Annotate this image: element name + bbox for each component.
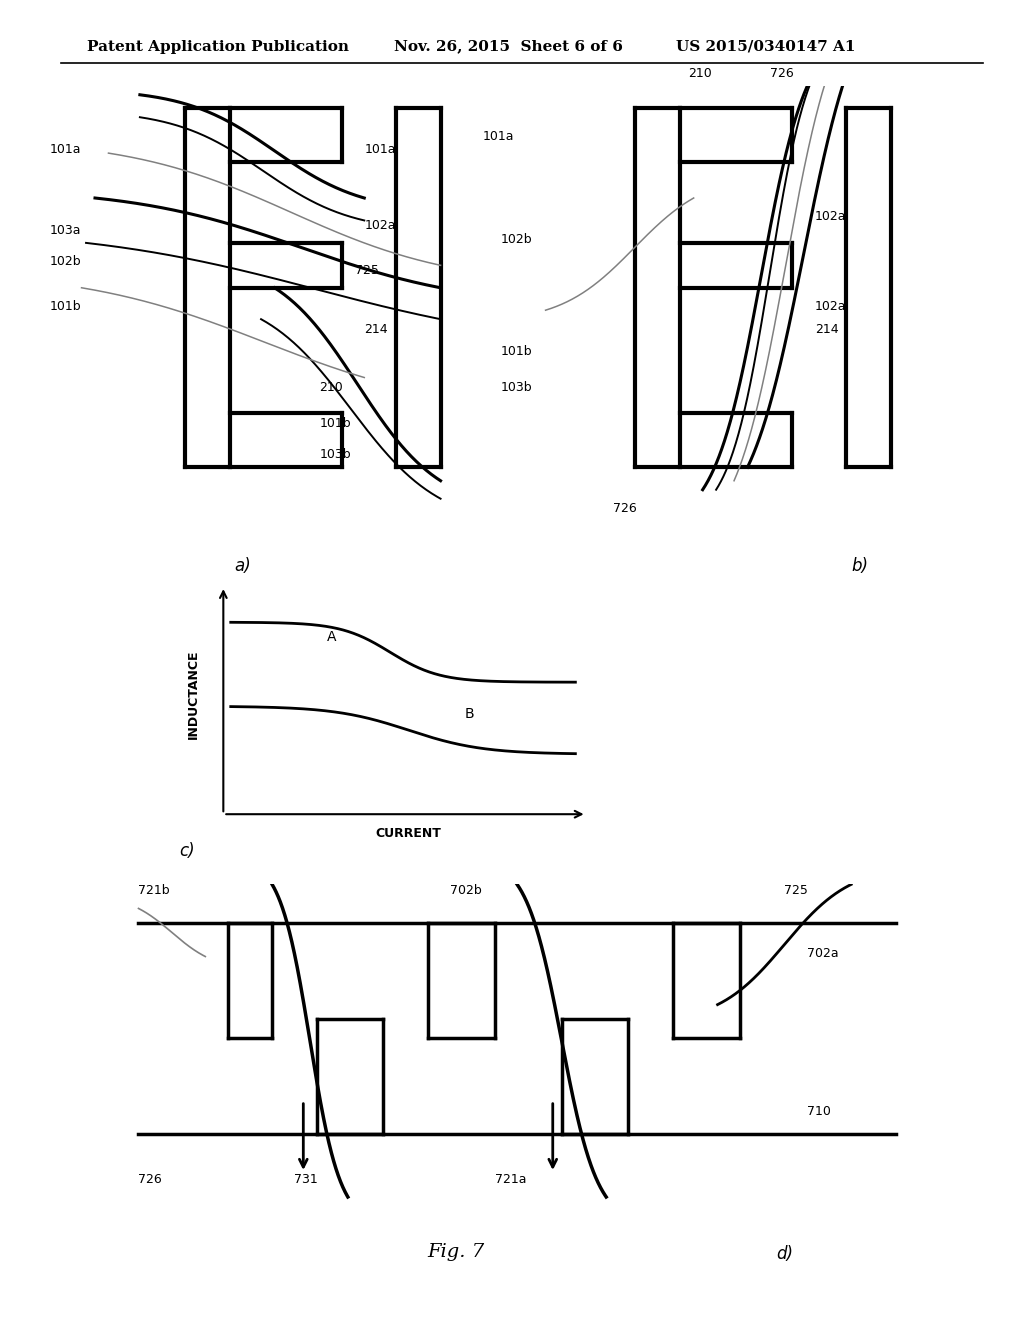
Text: A: A — [327, 631, 337, 644]
Text: 725: 725 — [784, 884, 808, 898]
Text: 210: 210 — [319, 381, 343, 393]
Text: 726: 726 — [138, 1172, 162, 1185]
Text: 102a: 102a — [365, 219, 396, 232]
Text: b): b) — [851, 557, 868, 574]
Text: 702b: 702b — [451, 884, 482, 898]
Text: a): a) — [234, 557, 252, 574]
Text: 101b: 101b — [501, 345, 532, 358]
Text: 101a: 101a — [482, 129, 514, 143]
Text: d): d) — [776, 1246, 793, 1263]
Text: 103a: 103a — [50, 224, 82, 236]
Text: c): c) — [179, 842, 195, 861]
Text: 102b: 102b — [50, 255, 82, 268]
Text: 103b: 103b — [319, 449, 351, 461]
Text: 721b: 721b — [138, 884, 170, 898]
Text: 214: 214 — [815, 322, 839, 335]
Text: 101a: 101a — [50, 143, 82, 156]
Text: Nov. 26, 2015  Sheet 6 of 6: Nov. 26, 2015 Sheet 6 of 6 — [394, 40, 624, 54]
Text: 702a: 702a — [807, 946, 839, 960]
Text: Fig. 7: Fig. 7 — [427, 1242, 484, 1261]
Text: Patent Application Publication: Patent Application Publication — [87, 40, 349, 54]
Text: 103b: 103b — [501, 381, 532, 393]
Text: 731: 731 — [295, 1172, 318, 1185]
Text: 101a: 101a — [365, 143, 396, 156]
Text: 725: 725 — [355, 264, 379, 277]
Text: 102a: 102a — [815, 300, 847, 313]
Text: 101b: 101b — [50, 300, 82, 313]
Text: 726: 726 — [770, 67, 794, 79]
Text: 102b: 102b — [501, 232, 532, 246]
Text: 214: 214 — [365, 322, 388, 335]
Text: US 2015/0340147 A1: US 2015/0340147 A1 — [676, 40, 855, 54]
Text: 721a: 721a — [495, 1172, 526, 1185]
Text: 101b: 101b — [319, 417, 351, 430]
Text: 102a: 102a — [815, 210, 847, 223]
Text: INDUCTANCE: INDUCTANCE — [187, 649, 200, 739]
Text: 726: 726 — [613, 502, 637, 515]
Text: 710: 710 — [807, 1105, 830, 1118]
Text: 210: 210 — [688, 67, 712, 79]
Text: B: B — [464, 708, 474, 721]
Text: CURRENT: CURRENT — [376, 826, 441, 840]
